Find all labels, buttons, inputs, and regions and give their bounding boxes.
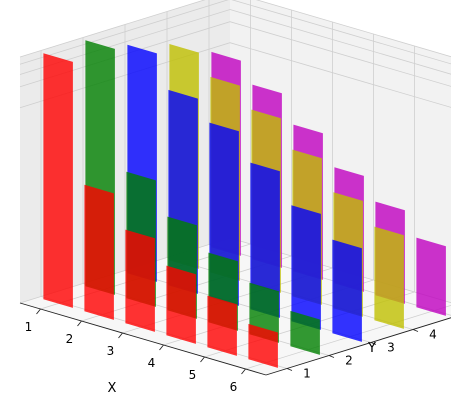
x-tick-label: 3	[107, 344, 115, 358]
y-grid-line	[82, 37, 330, 356]
y-tick-label: 3	[387, 341, 395, 355]
bar-x6-y5	[416, 237, 446, 316]
axes-lines	[19, 302, 451, 376]
y-tick-mark	[286, 368, 293, 371]
x-tick-label: 4	[148, 356, 156, 370]
bar-x2-y1	[84, 184, 114, 320]
y-grid-line	[208, 0, 451, 316]
z-grid-line	[19, 0, 451, 58]
bar-x6-y1	[248, 323, 278, 368]
bar-x4-y1	[166, 265, 196, 344]
x-tick-mark	[36, 308, 41, 315]
y-tick-mark	[370, 342, 377, 345]
x-tick-mark	[241, 368, 246, 375]
y-grid-line	[124, 24, 372, 343]
y-axis-label: Y	[367, 341, 376, 356]
bar-x6-y2	[290, 310, 320, 355]
x-tick-mark	[77, 320, 82, 327]
bar-x4-y3	[250, 162, 280, 318]
y-tick-mark	[412, 329, 419, 332]
y-tick-label: 1	[303, 367, 311, 381]
bar-x3-y1	[125, 229, 155, 332]
y-tick-label: 4	[429, 328, 437, 342]
bar-x1-y1	[43, 53, 73, 308]
x-tick-label: 1	[25, 320, 33, 334]
bar-x5-y3	[291, 205, 321, 330]
bars	[43, 40, 446, 368]
x-tick-mark	[159, 344, 164, 351]
bar-x6-y3	[332, 239, 362, 342]
y-grid-line	[40, 50, 288, 369]
tick-labels: 123456123450.000.871.001.081.151.20	[25, 320, 437, 394]
x-tick-mark	[200, 356, 205, 363]
y-tick-label: 2	[345, 354, 353, 368]
y-grid-line	[166, 11, 414, 330]
bar-x5-y1	[207, 295, 237, 356]
x-tick-label: 2	[66, 332, 74, 346]
x-tick-label: 6	[230, 380, 238, 394]
y-tick-mark	[328, 355, 335, 358]
x-tick-mark	[118, 332, 123, 339]
x-tick-label: 5	[189, 368, 197, 382]
bar-x6-y4	[374, 226, 404, 329]
x-axis-line	[19, 302, 267, 376]
x-axis-label: X	[108, 381, 117, 396]
